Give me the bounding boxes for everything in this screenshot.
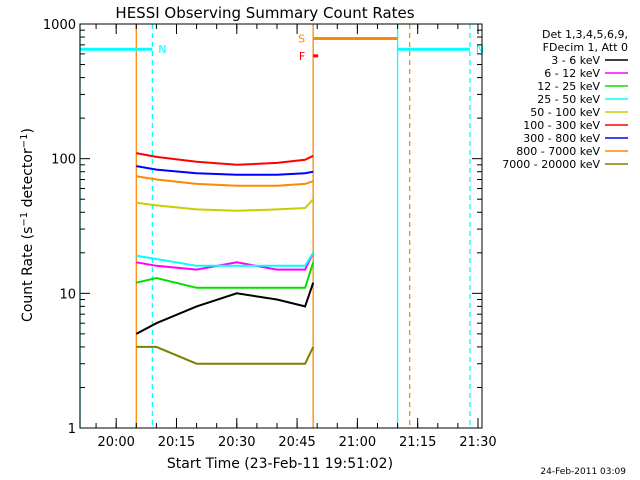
legend-label-2: 12 - 25 keV — [537, 80, 600, 93]
y-axis-label-exp2: −1 — [19, 134, 30, 149]
x-tick-label: 20:30 — [218, 435, 255, 450]
y-tick-label: 100 — [51, 153, 76, 168]
y-tick-label: 1 — [68, 422, 76, 437]
annotation-label-0: N — [158, 43, 166, 56]
series-line-3 — [136, 252, 315, 267]
legend-label-8: 7000 - 20000 keV — [502, 158, 600, 171]
legend-label-3: 25 - 50 keV — [537, 93, 600, 106]
x-tick-label: 20:15 — [158, 435, 195, 450]
footer-date: 24-Feb-2011 03:09 — [540, 467, 626, 477]
legend-label-0: 3 - 6 keV — [551, 54, 600, 67]
legend: Det 1,3,4,5,6,9,FDecim 1, Att 03 - 6 keV… — [502, 28, 628, 171]
annotation-label-3: F — [299, 50, 305, 63]
legend-label-5: 100 - 300 keV — [523, 119, 600, 132]
plot-frame — [79, 23, 483, 429]
legend-label-1: 6 - 12 keV — [544, 67, 600, 80]
series-line-7 — [136, 175, 314, 187]
legend-header-0: Det 1,3,4,5,6,9, — [542, 28, 628, 41]
axes: 1 10 100 1000 20:00 20:15 20:30 20:45 21:00 21:15… — [43, 18, 497, 450]
y-axis-label: Count Rate (s−1 detector−1) — [19, 128, 36, 322]
series-line-1 — [136, 252, 315, 271]
series-line-5 — [136, 152, 314, 166]
series-line-8 — [136, 345, 315, 365]
annotation-bars: N N SF — [80, 33, 484, 63]
legend-header-1: FDecim 1, Att 0 — [543, 41, 628, 54]
y-axis-label-mid: detector — [20, 148, 36, 212]
y-axis-label-close: ) — [20, 128, 36, 133]
x-tick-label: 21:00 — [339, 435, 376, 450]
annotation-label-1: N — [476, 43, 484, 56]
y-axis-label-main: Count Rate (s — [20, 227, 36, 322]
legend-label-7: 800 - 7000 keV — [516, 145, 600, 158]
series-line-6 — [136, 165, 314, 176]
series-lines — [135, 152, 315, 365]
x-axis-label: Start Time (23-Feb-11 19:51:02) — [167, 456, 393, 472]
annotation-label-2: S — [298, 33, 305, 46]
series-line-4 — [136, 198, 314, 212]
x-tick-label: 20:00 — [97, 435, 134, 450]
series-line-0 — [135, 282, 315, 335]
y-axis-label-exp1: −1 — [19, 212, 30, 227]
chart-title: HESSI Observing Summary Count Rates — [115, 4, 414, 22]
legend-label-4: 50 - 100 keV — [530, 106, 600, 119]
x-tick-label: 20:45 — [278, 435, 315, 450]
x-tick-label: 21:30 — [459, 435, 496, 450]
x-tick-label: 21:15 — [399, 435, 436, 450]
y-tick-label: 1000 — [43, 18, 76, 33]
series-line-2 — [136, 261, 315, 289]
legend-label-6: 300 - 800 keV — [523, 132, 600, 145]
y-tick-label: 10 — [59, 287, 76, 302]
